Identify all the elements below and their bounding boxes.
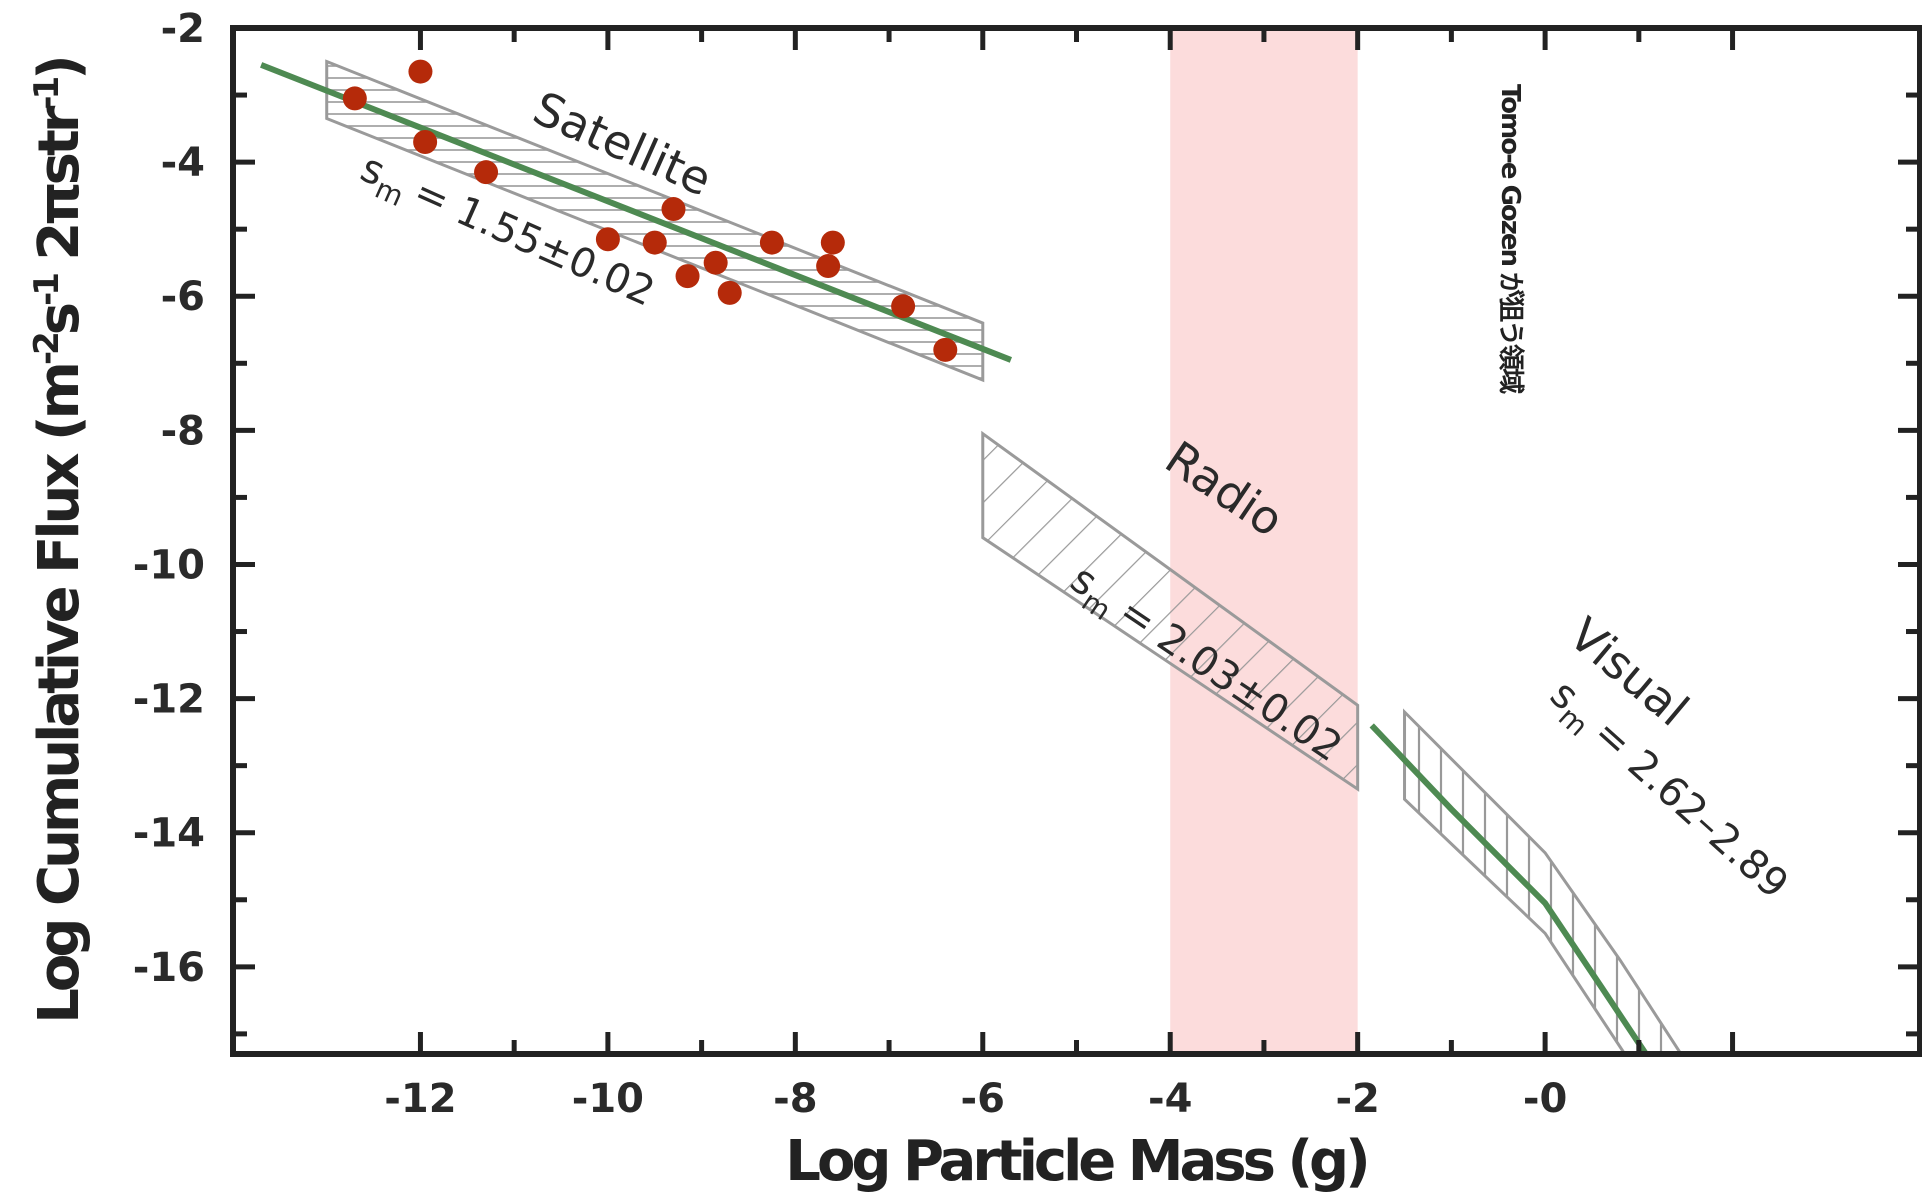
x-tick-label: -10 — [572, 1076, 644, 1122]
data-point — [408, 59, 433, 84]
y-tick-label: -4 — [161, 140, 205, 186]
y-axis-title: Log Cumulative Flux (m-2s-1 2πstr-1) — [27, 58, 92, 1024]
y-tick-label: -6 — [161, 274, 205, 320]
x-axis-title: Log Particle Mass (g) — [785, 1129, 1366, 1194]
x-tick-label: -12 — [384, 1076, 456, 1122]
tomo-e-region — [1170, 28, 1358, 1054]
data-point — [759, 230, 784, 255]
band-visual — [1403, 708, 1683, 1054]
y-tick-label: -2 — [161, 6, 205, 52]
x-tick-label: -4 — [1148, 1076, 1192, 1122]
data-point — [816, 254, 841, 279]
data-point — [675, 264, 700, 289]
band-radio — [981, 430, 1360, 792]
x-tick-label: -6 — [961, 1076, 1005, 1122]
data-point — [717, 280, 742, 305]
fit-line-2 — [1369, 723, 1650, 1054]
x-tick-label: -2 — [1335, 1076, 1379, 1122]
fit-line-1 — [260, 62, 1012, 363]
y-tick-label: -14 — [133, 811, 205, 857]
tomo-e-region-label: Tomo-e Gozen が狙う領域 — [1495, 84, 1526, 394]
data-point — [820, 230, 845, 255]
y-tick-label: -8 — [161, 408, 205, 454]
data-point — [342, 86, 367, 111]
data-point — [474, 160, 499, 185]
y-tick-label: -12 — [133, 677, 205, 723]
x-tick-label: -0 — [1523, 1076, 1567, 1122]
data-point — [661, 197, 686, 222]
x-tick-label: -8 — [773, 1076, 817, 1122]
data-point — [413, 130, 438, 154]
data-point — [703, 250, 728, 275]
data-point — [933, 337, 958, 362]
data-point — [642, 230, 667, 255]
data-point — [891, 294, 916, 319]
y-tick-label: -16 — [133, 945, 205, 991]
data-point — [595, 227, 620, 252]
slope-value: = 2.62–2.89 — [1585, 710, 1797, 908]
y-tick-label: -10 — [133, 542, 205, 588]
